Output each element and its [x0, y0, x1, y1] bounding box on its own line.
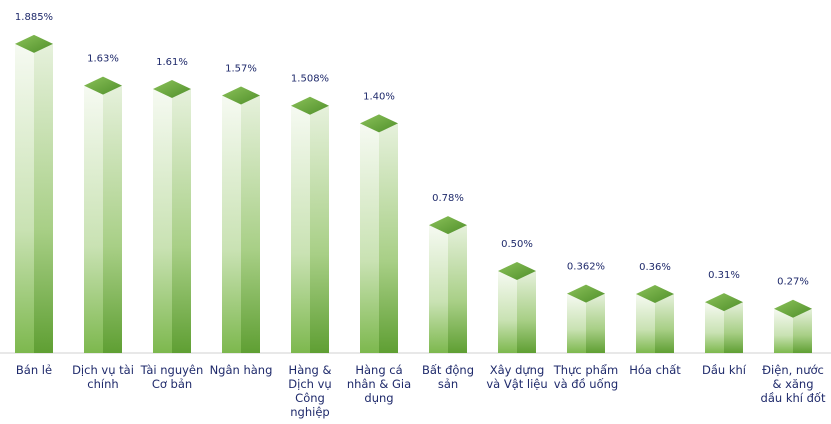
- bar-top: [291, 96, 329, 115]
- bar-left-face: [636, 293, 655, 353]
- x-tick-label: Dịch vụ tài chính: [72, 363, 134, 391]
- bar: [429, 216, 467, 353]
- value-label: 0.78%: [432, 193, 464, 204]
- bar-left-face: [498, 271, 517, 353]
- bar-right-face: [724, 302, 743, 353]
- bar-top: [636, 284, 674, 303]
- x-tick-label: Hàng cá nhân & Gia dụng: [346, 363, 412, 405]
- bar-right-face: [379, 123, 398, 354]
- bar-left-face: [153, 88, 172, 354]
- bar-top: [153, 79, 191, 98]
- x-tick-label: Thực phẩm và đồ uống: [553, 363, 619, 391]
- bar-right-face: [310, 105, 329, 353]
- value-label: 1.885%: [15, 12, 53, 23]
- bar-top: [567, 284, 605, 303]
- x-tick-label: Bán lẻ: [15, 363, 53, 377]
- bar: [291, 96, 329, 353]
- x-tick-label: Dầu khí: [702, 363, 746, 377]
- value-label: 1.63%: [87, 54, 119, 65]
- bar-right-face: [172, 88, 191, 354]
- value-label: 0.31%: [708, 270, 740, 281]
- bar: [498, 262, 536, 353]
- bar-left-face: [360, 123, 379, 354]
- value-label: 1.61%: [156, 57, 188, 68]
- bar-left-face: [84, 85, 103, 354]
- value-label: 1.40%: [363, 91, 395, 102]
- bar-right-face: [103, 85, 122, 354]
- value-label: 0.50%: [501, 239, 533, 250]
- x-tick-label: Điện, nước & xăng dầu khí đốt: [760, 363, 826, 405]
- bar: [774, 299, 812, 353]
- value-label: 1.57%: [225, 64, 257, 75]
- bar-top: [84, 76, 122, 95]
- value-label: 0.36%: [639, 262, 671, 273]
- bar-left-face: [291, 105, 310, 353]
- value-label: 1.508%: [291, 74, 329, 85]
- bar-right-face: [517, 271, 536, 353]
- x-tick-label: Hàng & Dịch vụ Công nghiệp: [288, 363, 332, 419]
- bar-right-face: [655, 293, 674, 353]
- bar-top: [498, 262, 536, 280]
- bar: [705, 293, 743, 353]
- bar: [360, 114, 398, 354]
- bar: [84, 76, 122, 354]
- bar-right-face: [34, 43, 53, 354]
- x-tick-label: Xây dựng và Vật liệu: [486, 363, 548, 391]
- x-tick-label: Bất động sản: [421, 363, 475, 391]
- bar: [567, 284, 605, 353]
- x-tick-label: Ngân hàng: [209, 363, 273, 377]
- bar-right-face: [448, 225, 467, 353]
- bar-left-face: [222, 95, 241, 354]
- bar-left-face: [15, 43, 34, 354]
- bar-left-face: [774, 308, 793, 353]
- bar-right-face: [241, 95, 260, 354]
- bar: [636, 284, 674, 353]
- value-label: 0.27%: [777, 277, 809, 288]
- bar-left-face: [429, 225, 448, 353]
- bar: [153, 79, 191, 354]
- bar-right-face: [793, 308, 812, 353]
- bar-top: [429, 216, 467, 235]
- bar-top: [15, 34, 53, 53]
- bar-right-face: [586, 293, 605, 353]
- bar-left-face: [705, 302, 724, 353]
- bar-left-face: [567, 293, 586, 353]
- bar-top: [222, 86, 260, 105]
- bar-top: [774, 299, 812, 318]
- bar: [15, 34, 53, 354]
- value-label: 0.362%: [567, 262, 605, 273]
- bar-top: [705, 293, 743, 312]
- bar: [222, 86, 260, 354]
- x-tick-label: Tài nguyên Cơ bản: [140, 363, 204, 391]
- bar-top: [360, 114, 398, 133]
- x-tick-label: Hóa chất: [629, 363, 681, 377]
